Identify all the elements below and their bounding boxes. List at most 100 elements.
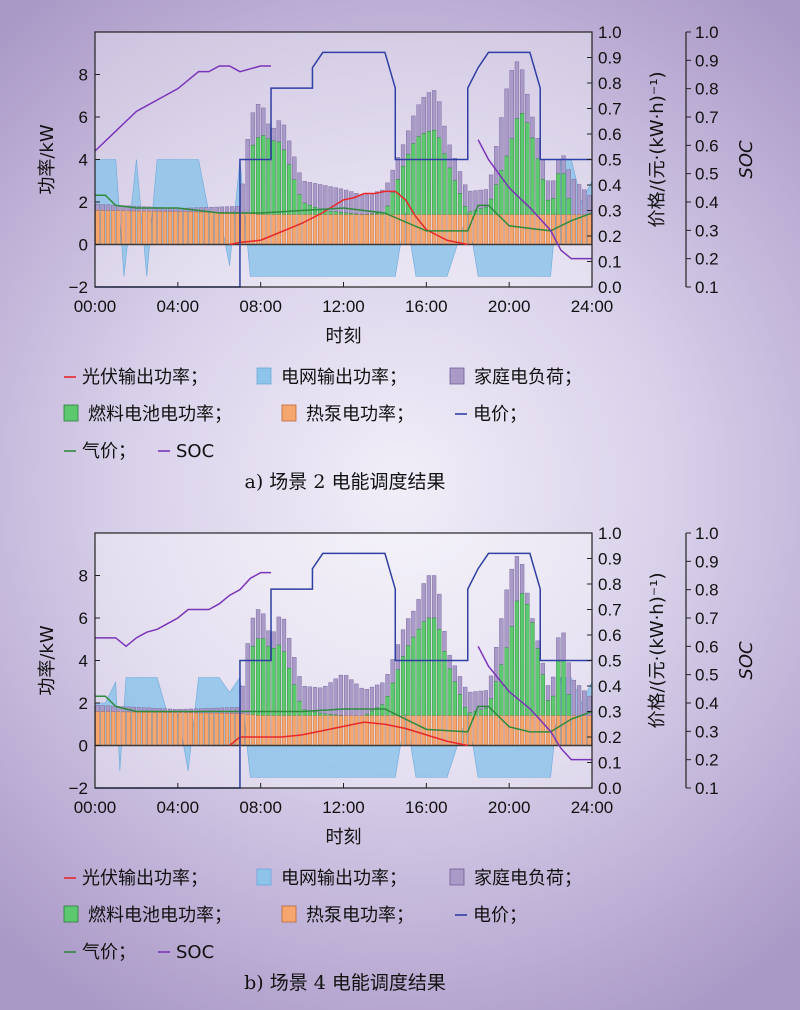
heat-pump-bar <box>519 214 525 245</box>
load-bar <box>442 125 447 154</box>
heat-pump-bar <box>395 715 401 746</box>
price-tick-label: 0.6 <box>598 125 622 144</box>
load-bar <box>576 685 582 716</box>
heat-pump-bar <box>416 715 421 746</box>
heat-pump-bar <box>307 715 312 746</box>
heat-pump-bar <box>121 711 126 746</box>
fuel-cell-bar <box>551 198 556 215</box>
load-bar <box>426 575 432 619</box>
chart-panel-a: −2 0 2 4 6 8 功率/kW 00:00 04:00 08:00 12:00 16:00 20:… <box>37 23 757 493</box>
load-bar <box>255 609 261 639</box>
heat-pump-bar <box>152 712 157 746</box>
load-bar <box>442 631 447 652</box>
fuel-cell-bar <box>312 711 318 716</box>
heat-pump-bar <box>302 214 307 245</box>
fuel-cell-bar <box>421 621 426 716</box>
fuel-cell-bar <box>390 682 395 716</box>
load-bar <box>551 676 556 697</box>
load-bar <box>416 104 421 137</box>
heat-pump-bar <box>219 713 224 746</box>
soc-tick-label: 0.6 <box>695 136 719 155</box>
heat-pump-bar <box>390 715 395 746</box>
load-bar <box>551 180 556 199</box>
load-bar <box>105 705 111 712</box>
price-tick-label: 0.7 <box>598 601 622 620</box>
heat-pump-bar <box>173 211 178 245</box>
load-bar <box>395 644 401 670</box>
heat-pump-bar <box>328 715 333 746</box>
fuel-cell-bar <box>302 202 307 215</box>
heat-pump-bar <box>302 715 307 746</box>
heat-pump-bar <box>100 210 105 245</box>
load-bar <box>540 662 545 675</box>
plot-area <box>94 533 593 789</box>
heat-pump-bar <box>193 211 199 245</box>
price-axis-label: 价格/(元·(kW·h)⁻¹) <box>647 72 668 228</box>
load-bar <box>266 630 271 647</box>
heat-pump-bar <box>463 715 468 746</box>
heat-pump-bar <box>297 214 302 245</box>
heat-pump-bar <box>556 214 561 245</box>
load-bar <box>566 662 571 695</box>
fuel-cell-bar <box>281 149 287 215</box>
load-bar <box>230 206 235 213</box>
load-bar <box>323 185 328 211</box>
fuel-cell-bar <box>540 674 545 716</box>
legend-pv-label: 光伏输出功率； <box>82 868 208 889</box>
load-bar <box>307 686 312 712</box>
soc-tick-label: 0.3 <box>695 221 719 240</box>
heat-pump-bar <box>224 713 230 746</box>
load-bar <box>297 676 302 702</box>
heat-pump-bar <box>488 214 494 245</box>
legend-fc-swatch <box>63 905 79 923</box>
heat-pump-bar <box>406 214 411 245</box>
heat-pump-bar <box>328 214 333 245</box>
heat-pump-bar <box>162 712 168 746</box>
heat-pump-bar <box>576 715 582 746</box>
legend-hp-label: 热泵电功率； <box>306 905 414 926</box>
heat-pump-bar <box>380 214 385 245</box>
heat-pump-bar <box>261 715 266 746</box>
heat-pump-bar <box>204 211 209 245</box>
load-bar <box>375 684 380 708</box>
load-bar <box>255 104 261 138</box>
fuel-cell-bar <box>551 695 556 716</box>
heat-pump-bar <box>354 715 359 746</box>
soc-tick-label: 1.0 <box>695 23 719 42</box>
load-bar <box>416 599 421 630</box>
fuel-cell-bar <box>556 173 561 215</box>
fuel-cell-bar <box>514 118 520 215</box>
heat-pump-bar <box>250 714 256 746</box>
legend-hp-swatch <box>281 404 297 422</box>
load-bar <box>261 107 266 136</box>
x-axis-label: 时刻 <box>326 326 362 347</box>
legend-gas-label: 气价； <box>82 942 136 963</box>
soc-tick-label: 0.9 <box>695 552 719 571</box>
price-tick-label: 0.3 <box>598 202 622 221</box>
price-tick-label: 0.4 <box>598 176 622 195</box>
load-bar <box>504 589 509 648</box>
load-bar <box>292 657 297 685</box>
load-bar <box>582 690 587 716</box>
fuel-cell-bar <box>437 628 442 716</box>
load-bar <box>349 191 354 214</box>
fuel-cell-bar <box>286 668 292 716</box>
load-bar <box>261 613 266 639</box>
load-bar <box>530 618 535 623</box>
heat-pump-bar <box>131 711 136 746</box>
heat-pump-bar <box>178 211 183 245</box>
fuel-cell-bar <box>380 704 385 716</box>
heat-pump-bar <box>359 214 364 245</box>
fuel-cell-bar <box>281 651 287 716</box>
fuel-cell-bar <box>468 712 473 716</box>
heat-pump-bar <box>338 214 344 245</box>
x-tick-label: 20:00 <box>488 297 531 316</box>
heat-pump-bar <box>457 214 463 245</box>
heat-pump-bar <box>473 715 478 746</box>
fuel-cell-bar <box>525 122 530 215</box>
load-bar <box>375 191 380 214</box>
load-bar <box>447 144 452 169</box>
fuel-cell-bar <box>395 179 401 215</box>
x-tick-label: 24:00 <box>571 297 614 316</box>
price-tick-label: 1.0 <box>598 524 622 543</box>
